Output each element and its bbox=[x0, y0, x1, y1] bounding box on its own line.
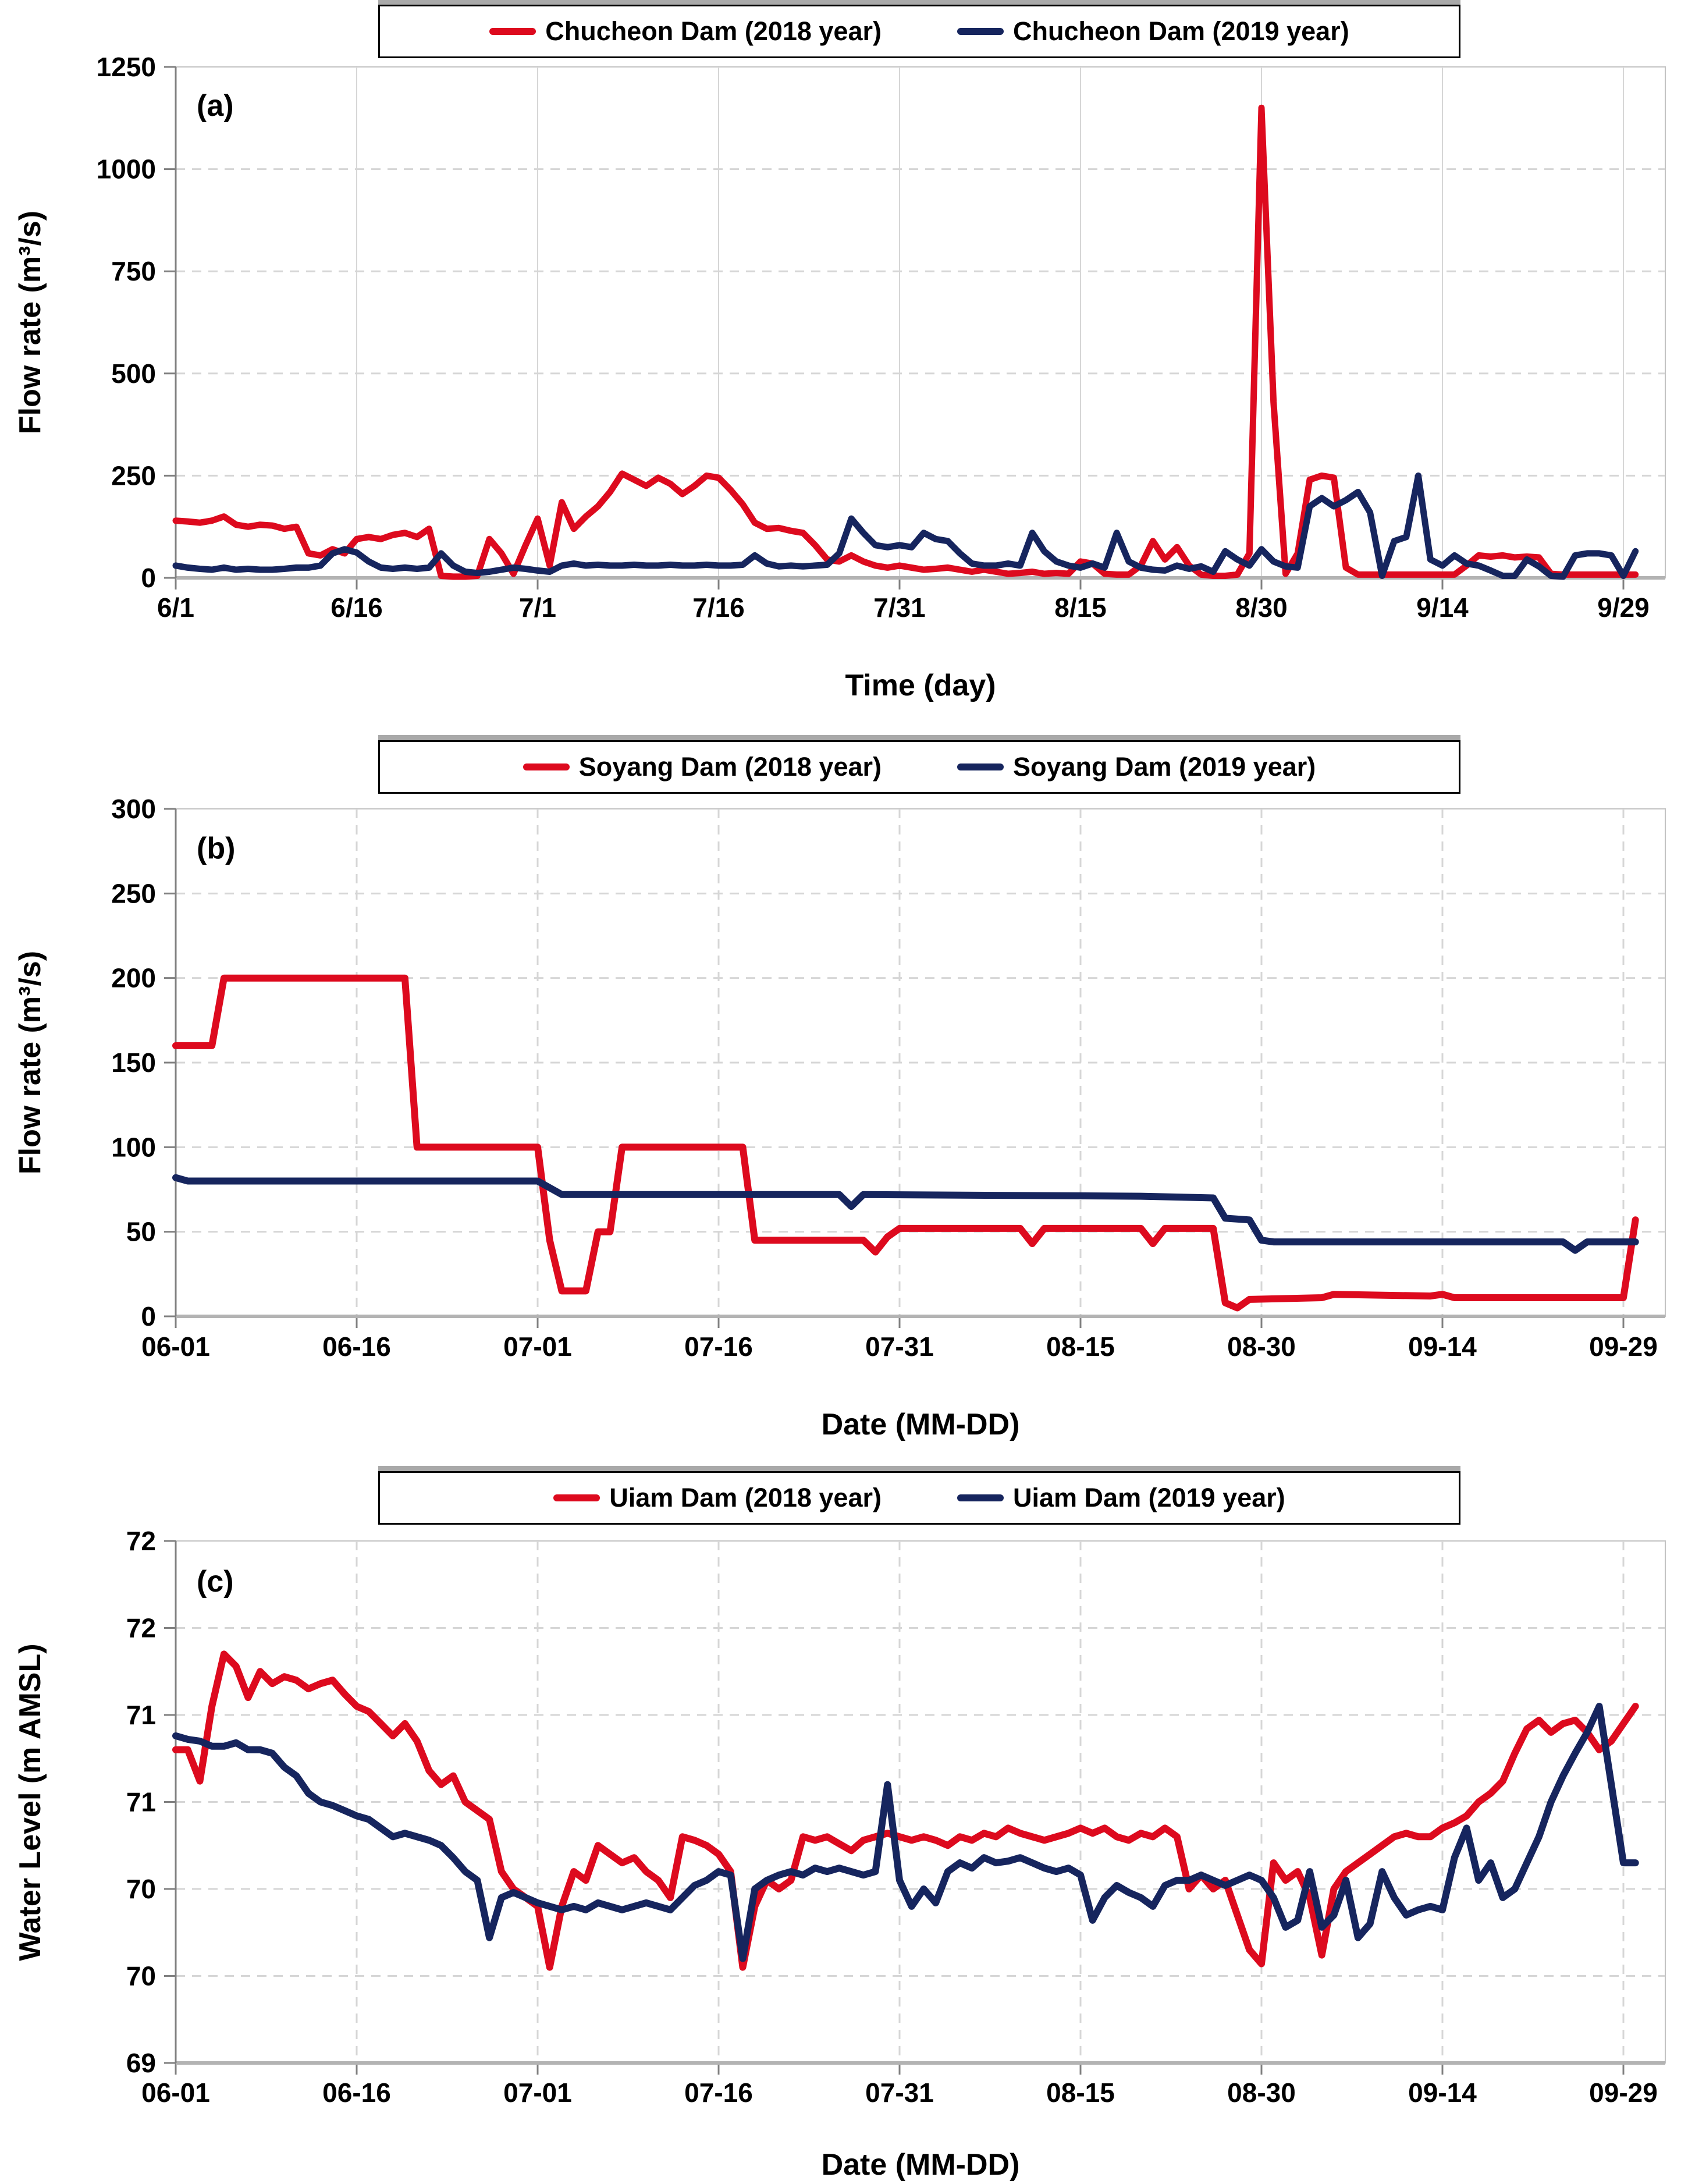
svg-text:0: 0 bbox=[141, 563, 156, 593]
svg-text:69: 69 bbox=[126, 2048, 156, 2078]
svg-text:07-01: 07-01 bbox=[503, 2078, 572, 2108]
y-axis-title-c: Water Level (m AMSL) bbox=[13, 1643, 47, 1961]
legend-line-swatch bbox=[957, 763, 1004, 770]
panel-label-c: (c) bbox=[197, 1565, 234, 1599]
svg-text:08-30: 08-30 bbox=[1227, 2078, 1296, 2108]
y-axis-title-b: Flow rate (m³/s) bbox=[13, 950, 47, 1175]
svg-text:8/30: 8/30 bbox=[1235, 592, 1288, 623]
legend-label: Chucheon Dam (2018 year) bbox=[545, 16, 882, 46]
svg-text:1000: 1000 bbox=[97, 154, 156, 184]
svg-text:7/1: 7/1 bbox=[519, 592, 556, 623]
svg-text:50: 50 bbox=[126, 1217, 156, 1247]
legend-item: Uiam Dam (2018 year) bbox=[553, 1483, 882, 1513]
chart-c-plot: 69 70 70 71 71 72 72 06-01 06-16 07-01 07-16 07-31 0… bbox=[126, 1526, 1666, 2108]
svg-text:08-30: 08-30 bbox=[1227, 1331, 1296, 1362]
legend-line-swatch bbox=[523, 763, 570, 770]
legend-line-swatch bbox=[489, 28, 536, 35]
svg-text:07-01: 07-01 bbox=[503, 1331, 572, 1362]
svg-text:08-15: 08-15 bbox=[1046, 2078, 1115, 2108]
chart-a-plot: 0 250 500 750 1000 1250 6/1 6/16 7/1 7/16 7/31 8/15… bbox=[97, 52, 1666, 623]
svg-text:71: 71 bbox=[126, 1700, 156, 1730]
svg-text:72: 72 bbox=[126, 1526, 156, 1556]
svg-text:8/15: 8/15 bbox=[1054, 592, 1107, 623]
svg-text:70: 70 bbox=[126, 1874, 156, 1904]
legend-line-swatch bbox=[957, 1494, 1004, 1501]
legend-item: Chucheon Dam (2018 year) bbox=[489, 16, 882, 47]
svg-text:09-14: 09-14 bbox=[1408, 2078, 1477, 2108]
svg-text:9/29: 9/29 bbox=[1597, 592, 1650, 623]
svg-text:7/16: 7/16 bbox=[692, 592, 745, 623]
svg-text:07-31: 07-31 bbox=[865, 2078, 934, 2108]
x-axis-title-c: Date (MM-DD) bbox=[821, 2148, 1020, 2182]
svg-text:100: 100 bbox=[111, 1132, 156, 1162]
svg-text:71: 71 bbox=[126, 1787, 156, 1817]
svg-text:70: 70 bbox=[126, 1961, 156, 1991]
svg-text:1250: 1250 bbox=[97, 52, 156, 82]
svg-text:07-16: 07-16 bbox=[684, 1331, 753, 1362]
svg-text:300: 300 bbox=[111, 794, 156, 824]
svg-text:06-16: 06-16 bbox=[322, 1331, 391, 1362]
svg-text:6/16: 6/16 bbox=[330, 592, 383, 623]
svg-text:08-15: 08-15 bbox=[1046, 1331, 1115, 1362]
y-axis-title-a: Flow rate (m³/s) bbox=[13, 210, 47, 435]
legend-chart-a: Chucheon Dam (2018 year) Chucheon Dam (20… bbox=[378, 5, 1460, 58]
legend-label: Chucheon Dam (2019 year) bbox=[1013, 16, 1349, 46]
x-axis-title-b: Date (MM-DD) bbox=[821, 1408, 1020, 1441]
chart-b-plot: 0 50 100 150 200 250 300 06-01 06-16 07-01 07-16 07… bbox=[111, 794, 1666, 1362]
svg-text:06-01: 06-01 bbox=[141, 2078, 210, 2108]
legend-label: Uiam Dam (2018 year) bbox=[609, 1483, 882, 1512]
svg-text:750: 750 bbox=[111, 256, 156, 286]
svg-text:09-29: 09-29 bbox=[1589, 2078, 1658, 2108]
legend-label: Soyang Dam (2019 year) bbox=[1013, 752, 1316, 782]
legend-item: Soyang Dam (2018 year) bbox=[523, 752, 882, 782]
svg-text:72: 72 bbox=[126, 1613, 156, 1643]
svg-text:500: 500 bbox=[111, 358, 156, 389]
svg-text:07-16: 07-16 bbox=[684, 2078, 753, 2108]
legend-label: Uiam Dam (2019 year) bbox=[1013, 1483, 1285, 1512]
legend-item: Chucheon Dam (2019 year) bbox=[957, 16, 1349, 47]
svg-text:7/31: 7/31 bbox=[873, 592, 926, 623]
svg-text:07-31: 07-31 bbox=[865, 1331, 934, 1362]
svg-text:0: 0 bbox=[141, 1301, 156, 1331]
svg-text:200: 200 bbox=[111, 963, 156, 993]
legend-item: Uiam Dam (2019 year) bbox=[957, 1483, 1285, 1513]
x-axis-title-a: Time (day) bbox=[845, 669, 996, 702]
legend-item: Soyang Dam (2019 year) bbox=[957, 752, 1316, 782]
legend-line-swatch bbox=[553, 1494, 600, 1501]
svg-text:09-14: 09-14 bbox=[1408, 1331, 1477, 1362]
svg-text:09-29: 09-29 bbox=[1589, 1331, 1658, 1362]
panel-label-b: (b) bbox=[197, 832, 236, 865]
svg-text:250: 250 bbox=[111, 878, 156, 908]
legend-line-swatch bbox=[957, 28, 1004, 35]
svg-text:150: 150 bbox=[111, 1047, 156, 1078]
legend-label: Soyang Dam (2018 year) bbox=[578, 752, 882, 782]
svg-text:6/1: 6/1 bbox=[157, 592, 194, 623]
panel-label-a: (a) bbox=[197, 89, 234, 123]
svg-text:250: 250 bbox=[111, 460, 156, 491]
legend-chart-b: Soyang Dam (2018 year) Soyang Dam (2019 y… bbox=[378, 740, 1460, 794]
svg-text:9/14: 9/14 bbox=[1416, 592, 1469, 623]
svg-text:06-01: 06-01 bbox=[141, 1331, 210, 1362]
legend-chart-c: Uiam Dam (2018 year) Uiam Dam (2019 year) bbox=[378, 1471, 1460, 1525]
svg-text:06-16: 06-16 bbox=[322, 2078, 391, 2108]
